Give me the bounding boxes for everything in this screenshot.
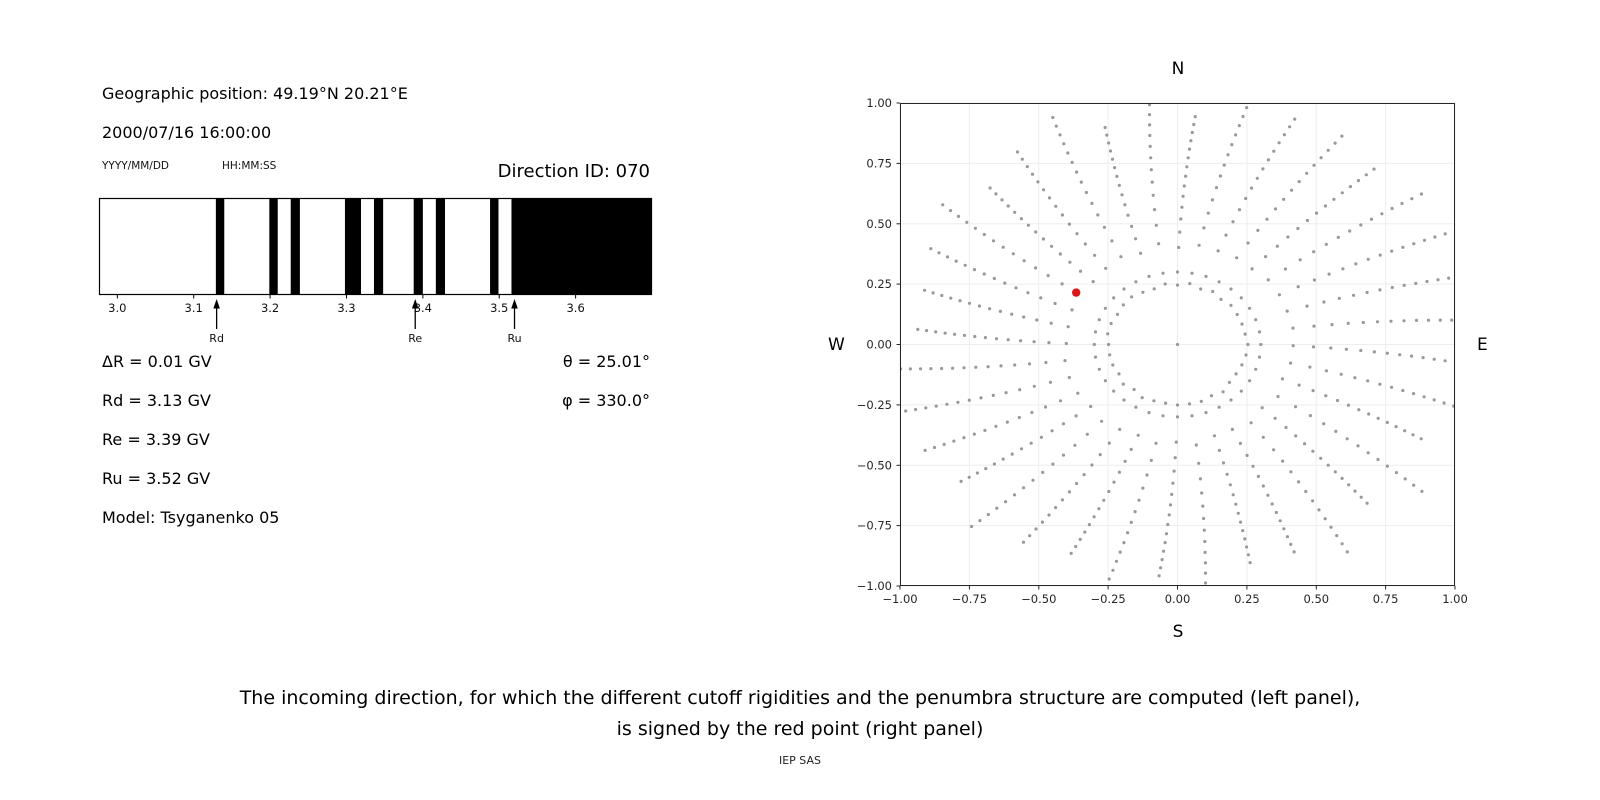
svg-text:3.1: 3.1 [185,301,203,315]
svg-text:0.25: 0.25 [1234,592,1260,606]
svg-text:−0.75: −0.75 [952,592,987,606]
svg-text:3.6: 3.6 [566,301,584,315]
svg-text:3.4: 3.4 [414,301,432,315]
svg-text:3.2: 3.2 [261,301,279,315]
date-format-label: YYYY/MM/DD [102,160,170,172]
svg-text:0.75: 0.75 [1373,592,1399,606]
credit-text: IEP SAS [778,754,822,767]
svg-text:0.50: 0.50 [1303,592,1329,606]
svg-text:Ru: Ru [507,332,521,345]
rd-value: Rd = 3.13 GV [102,391,211,410]
delta-r-value: ΔR = 0.01 GV [102,352,212,371]
svg-text:Rd: Rd [209,332,224,345]
svg-text:−0.50: −0.50 [1021,592,1056,606]
datetime-text: 2000/07/16 16:00:00 [102,123,272,142]
geo-position-text: Geographic position: 49.19°N 20.21°E [102,84,408,103]
svg-text:Re: Re [408,332,422,345]
svg-text:1.00: 1.00 [1442,592,1468,606]
svg-text:−0.25: −0.25 [1090,592,1125,606]
svg-text:−0.25: −0.25 [857,398,892,412]
phi-value: φ = 330.0° [562,391,650,410]
svg-text:3.3: 3.3 [337,301,355,315]
svg-text:0.25: 0.25 [866,277,892,291]
svg-text:3.5: 3.5 [490,301,508,315]
svg-text:−0.75: −0.75 [857,519,892,533]
compass-west-label: W [828,335,845,355]
svg-text:0.75: 0.75 [866,156,892,170]
re-value: Re = 3.39 GV [102,430,210,449]
svg-text:3.0: 3.0 [108,301,126,315]
caption-line-2: is signed by the red point (right panel) [616,718,984,740]
compass-east-label: E [1477,335,1488,355]
penumbra-chart: 3.0 3.1 3.2 3.3 3.4 3.5 3.6 Rd Re Ru [98,197,653,345]
theta-value: θ = 25.01° [562,352,650,371]
time-format-label: HH:MM:SS [222,160,277,172]
compass-south-label: S [1172,622,1184,642]
svg-text:0.00: 0.00 [866,338,892,352]
svg-text:−1.00: −1.00 [882,592,917,606]
direction-id-text: Direction ID: 070 [497,161,650,182]
svg-text:1.00: 1.00 [866,96,892,110]
svg-text:−0.50: −0.50 [857,458,892,472]
model-label: Model: Tsyganenko 05 [102,508,280,527]
ru-value: Ru = 3.52 GV [102,469,211,488]
caption-line-1: The incoming direction, for which the di… [239,687,1361,709]
direction-scatter-chart: −1.00 −0.75 −0.50 −0.25 0.00 0.25 0.50 0.75 1.00… [857,96,1468,606]
svg-text:0.50: 0.50 [866,217,892,231]
compass-north-label: N [1171,59,1185,79]
svg-text:−1.00: −1.00 [857,579,892,593]
svg-text:0.00: 0.00 [1165,592,1191,606]
